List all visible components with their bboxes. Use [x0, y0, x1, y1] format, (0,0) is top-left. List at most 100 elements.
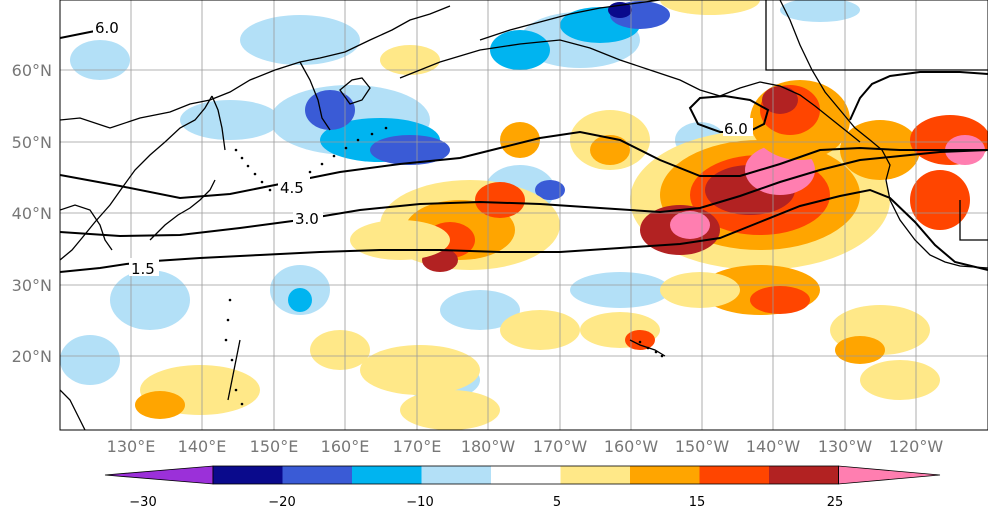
island-dot: [224, 338, 228, 342]
lon-label: 140°W: [746, 437, 801, 456]
island-dot: [370, 132, 374, 136]
colorbar-max-extend: [838, 465, 941, 485]
island-dot: [234, 148, 238, 152]
anomaly-patch: [500, 122, 540, 158]
lat-label: 50°N: [12, 133, 52, 152]
colorbar-swatch: [560, 466, 630, 484]
anomaly-patch: [135, 391, 185, 419]
colorbar-swatch: [213, 466, 283, 484]
island-dot: [344, 146, 348, 150]
colorbar-tick-label: −20: [268, 495, 295, 510]
colorbar-swatch: [352, 466, 422, 484]
lon-label: 140°E: [178, 437, 227, 456]
anomaly-patch: [570, 272, 670, 308]
anomaly-patch: [305, 90, 355, 130]
anomaly-patch: [660, 272, 740, 308]
lon-label: 170°W: [533, 437, 588, 456]
anomaly-patch: [490, 30, 550, 70]
anomaly-patch: [475, 182, 525, 218]
anomaly-patch: [660, 0, 760, 15]
lon-label: 150°E: [250, 437, 299, 456]
map-frame: [59, 0, 988, 431]
colorbar-swatch: [769, 466, 839, 484]
colorbar-swatch: [282, 466, 352, 484]
colorbar-swatch: [491, 466, 561, 484]
contour-label: 3.0: [295, 210, 319, 228]
lon-label: 130°W: [818, 437, 873, 456]
lon-label: 130°E: [107, 437, 156, 456]
island-dot: [234, 388, 238, 392]
colorbar-swatch: [630, 466, 700, 484]
anomaly-patch: [835, 336, 885, 364]
anomaly-patch: [180, 100, 280, 140]
island-dot: [356, 138, 360, 142]
anomaly-patch: [780, 0, 860, 22]
colorbar: [104, 465, 941, 485]
island-dot: [654, 350, 658, 354]
island-dot: [384, 126, 388, 130]
anomaly-patch: [360, 345, 480, 395]
contour-label: 6.0: [95, 19, 119, 37]
contour-3-0: [60, 149, 988, 238]
anomaly-patch: [60, 335, 120, 385]
anomaly-patch: [240, 15, 360, 65]
lon-label: 170°E: [393, 437, 442, 456]
colorbar-swatch: [699, 466, 769, 484]
anomaly-patch: [440, 290, 520, 330]
colorbar-min-extend: [104, 465, 214, 485]
anomaly-patch: [70, 40, 130, 80]
island-dot: [308, 170, 312, 174]
colorbar-tick-label: 25: [827, 495, 844, 510]
lat-label: 40°N: [12, 204, 52, 223]
latitude-labels: 20°N 30°N 40°N 50°N 60°N: [12, 61, 52, 366]
lat-label: 30°N: [12, 276, 52, 295]
lon-label: 180°W: [461, 437, 516, 456]
anomaly-patch: [750, 286, 810, 314]
anomaly-patch: [670, 211, 710, 239]
longitude-labels: 130°E 140°E 150°E 160°E 170°E 180°W 170°…: [107, 437, 944, 456]
anomaly-patch: [910, 170, 970, 230]
anomaly-patch: [400, 390, 500, 430]
island-dot: [253, 172, 257, 176]
map-panel: 6.0 6.0 4.5 3.0 1.5: [60, 0, 988, 430]
anomaly-patch: [625, 330, 655, 350]
island-dot: [226, 318, 230, 322]
lat-label: 60°N: [12, 61, 52, 80]
island-chain: [224, 126, 664, 406]
lat-label: 20°N: [12, 347, 52, 366]
contour-1-5: [60, 188, 988, 273]
island-dot: [332, 154, 336, 158]
contour-4-5: [60, 130, 988, 200]
contour-6-0-loop: [688, 94, 770, 133]
colorbar-tick-label: −30: [129, 495, 156, 510]
island-dot: [320, 162, 324, 166]
anomaly-patch: [762, 86, 798, 114]
contour-label: 1.5: [131, 260, 155, 278]
island-dot: [646, 346, 650, 350]
colorbar-swatch: [421, 466, 491, 484]
colorbar-tick-label: 15: [689, 495, 706, 510]
island-dot: [246, 164, 250, 168]
island-dot: [638, 340, 642, 344]
island-dot: [260, 180, 264, 184]
island-dot: [240, 402, 244, 406]
anomaly-patch: [110, 270, 190, 330]
island-dot: [268, 188, 272, 192]
contour-label: 6.0: [724, 120, 748, 138]
contour-6-0-east: [849, 71, 988, 121]
anomaly-patch: [288, 288, 312, 312]
colorbar-tick-label: −10: [406, 495, 433, 510]
lon-label: 120°W: [889, 437, 944, 456]
colorbar-frame: [212, 465, 839, 485]
contour-label: 4.5: [280, 179, 304, 197]
lon-label: 150°W: [675, 437, 730, 456]
anomaly-patch: [535, 180, 565, 200]
island-dot: [228, 298, 232, 302]
anomaly-patch: [590, 135, 630, 165]
anomaly-patch: [380, 45, 440, 75]
colorbar-tick-label: 5: [553, 495, 561, 510]
anomaly-patch: [860, 360, 940, 400]
anomaly-patch: [500, 310, 580, 350]
lon-label: 160°E: [321, 437, 370, 456]
